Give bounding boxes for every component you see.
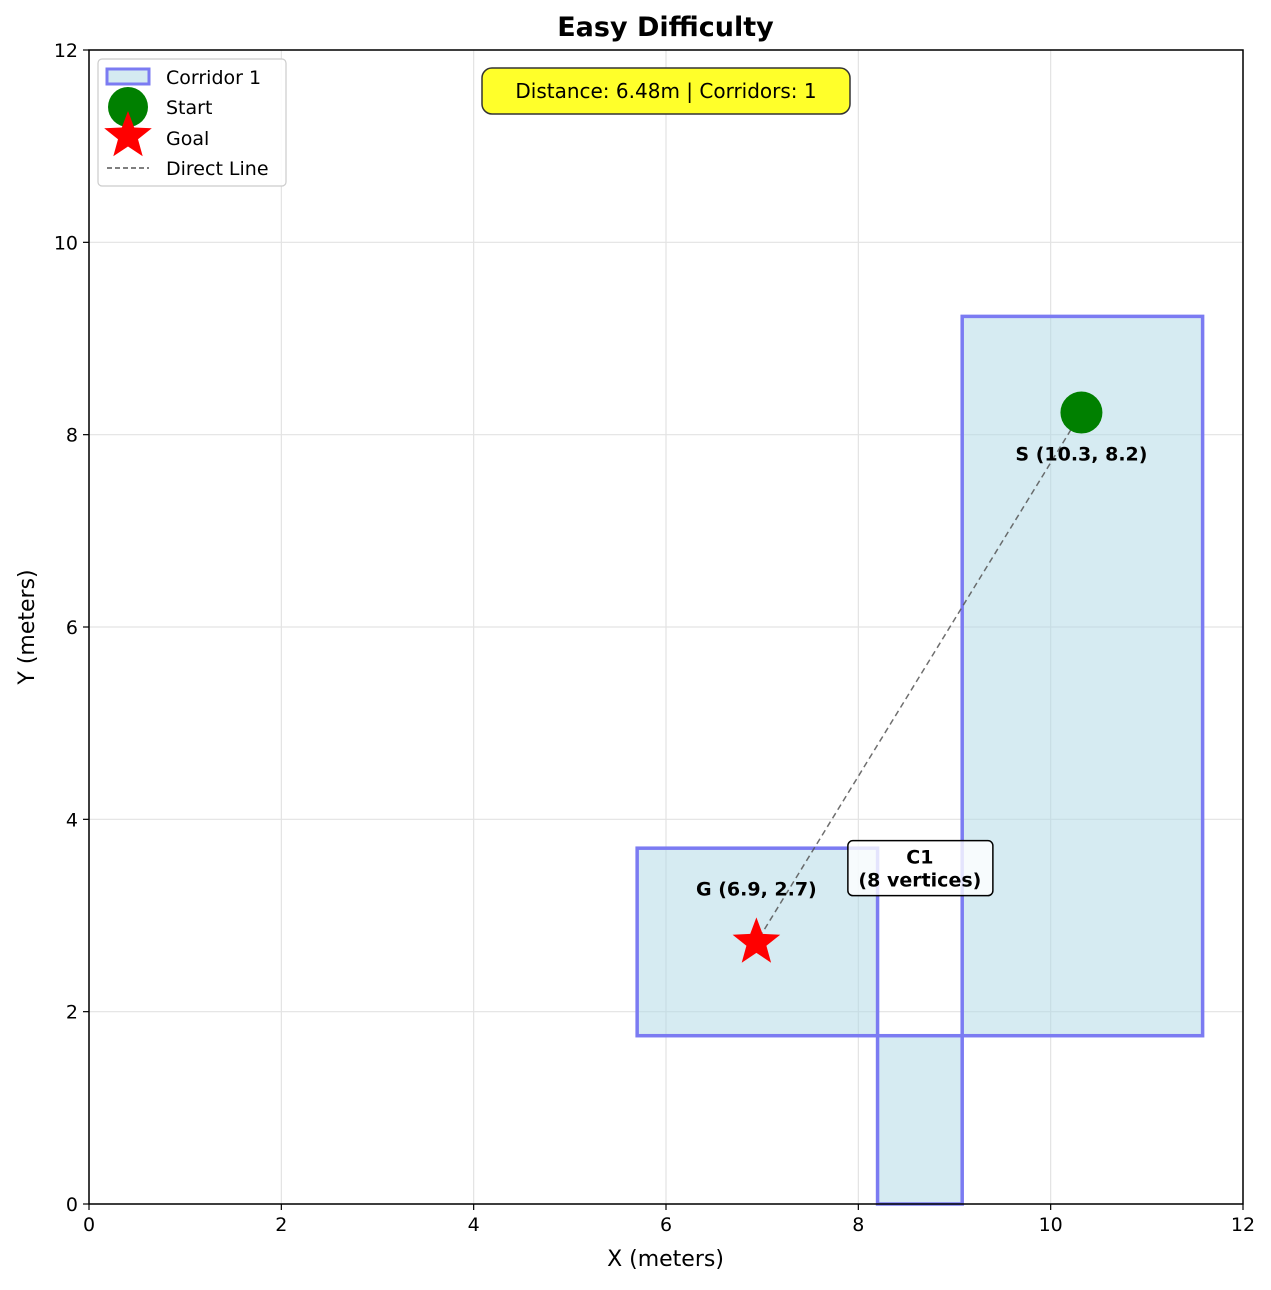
x-tick-label: 2 <box>275 1214 287 1236</box>
x-axis-label: X (meters) <box>607 1247 724 1272</box>
y-tick-label: 0 <box>66 1194 78 1216</box>
legend-label-start: Start <box>166 97 212 119</box>
x-tick-label: 10 <box>1039 1214 1063 1236</box>
goal-marker <box>732 917 781 963</box>
legend-start-marker <box>108 87 148 127</box>
x-tick-label: 4 <box>468 1214 480 1236</box>
start-marker <box>1060 391 1103 434</box>
corridor-outline <box>635 846 880 1038</box>
chart-title: Easy Difficulty <box>557 12 774 43</box>
goal-label: G (6.9, 2.7) <box>696 878 817 900</box>
y-axis-label: Y (meters) <box>15 569 40 685</box>
direct-line <box>755 412 1083 943</box>
x-tick-label: 6 <box>660 1214 672 1236</box>
legend-corridor-swatch <box>105 67 151 86</box>
y-tick-label: 2 <box>66 1002 78 1024</box>
y-tick-label: 6 <box>66 617 78 639</box>
info-box: Distance: 6.48m | Corridors: 1 <box>481 67 851 115</box>
y-tick-label: 8 <box>66 425 78 447</box>
legend-goal-marker <box>104 111 152 157</box>
x-tick-label: 8 <box>852 1214 864 1236</box>
legend-label-goal: Goal <box>166 128 209 150</box>
info-box-text: Distance: 6.48m | Corridors: 1 <box>515 79 816 103</box>
y-tick-label: 4 <box>66 809 78 831</box>
corridor-outline <box>960 314 1205 1038</box>
legend-label-direct-line: Direct Line <box>166 158 269 180</box>
corridor-label-box <box>847 839 994 897</box>
x-tick-label: 12 <box>1231 1214 1255 1236</box>
corridor-fill <box>877 1035 963 1204</box>
corridor-label-title: C1 <box>906 847 933 869</box>
legend-label-corridor: Corridor 1 <box>166 67 261 89</box>
y-tick-label: 10 <box>54 232 78 254</box>
start-label: S (10.3, 8.2) <box>1015 444 1147 466</box>
corridor-fill <box>962 316 1203 1036</box>
y-tick-label: 12 <box>54 40 78 62</box>
corridor-label-detail: (8 vertices) <box>858 870 981 892</box>
x-tick-label: 0 <box>83 1214 95 1236</box>
legend: Corridor 1 Start Goal Direct Line <box>97 58 287 187</box>
